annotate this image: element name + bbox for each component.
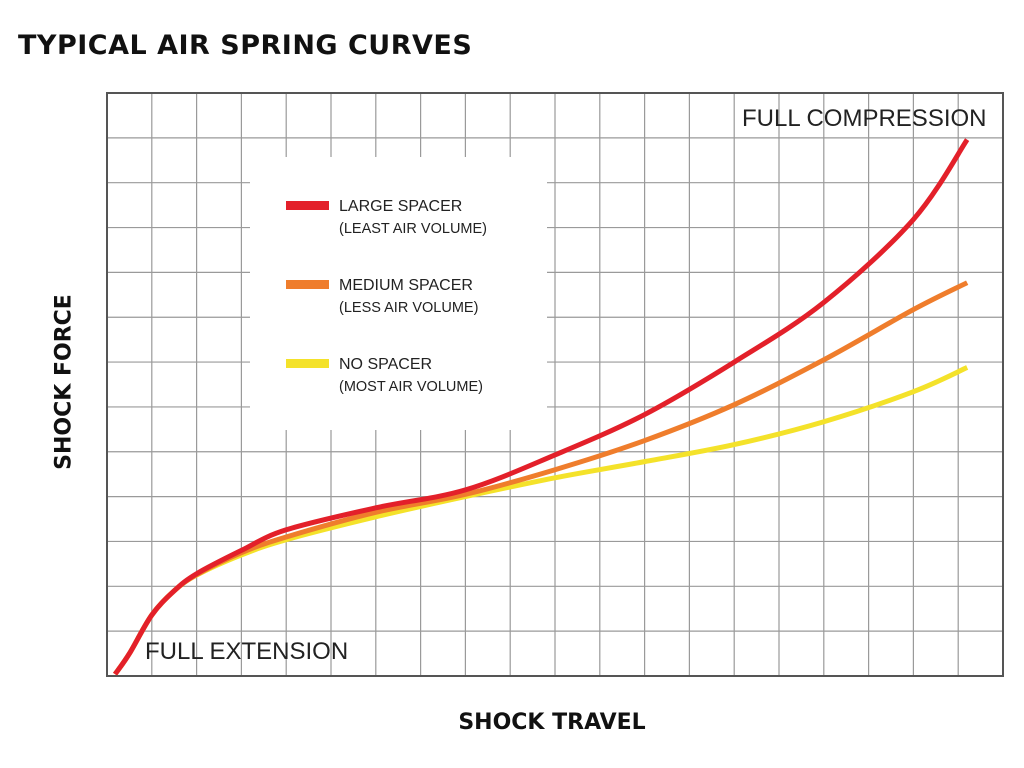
legend-swatch [286,201,329,210]
legend: LARGE SPACER (LEAST AIR VOLUME) MEDIUM SPA… [286,198,487,395]
x-axis-label: SHOCK TRAVEL [458,710,646,735]
legend-sublabel: (MOST AIR VOLUME) [339,379,483,395]
legend-label: MEDIUM SPACER [339,277,473,294]
legend-sublabel: (LEAST AIR VOLUME) [339,221,487,237]
legend-sublabel: (LESS AIR VOLUME) [339,300,478,316]
curves [113,138,970,676]
legend-swatch [286,280,329,289]
grid [107,93,1003,676]
series-line-large-spacer [113,138,970,676]
plot-frame [106,92,1004,677]
chart-title: TYPICAL AIR SPRING CURVES [18,30,473,61]
annotation-full-compression: FULL COMPRESSION [742,105,987,132]
annotation-full-extension: FULL EXTENSION [145,638,348,665]
legend-label: LARGE SPACER [339,198,462,215]
legend-swatch [286,359,329,368]
legend-label: NO SPACER [339,356,432,373]
